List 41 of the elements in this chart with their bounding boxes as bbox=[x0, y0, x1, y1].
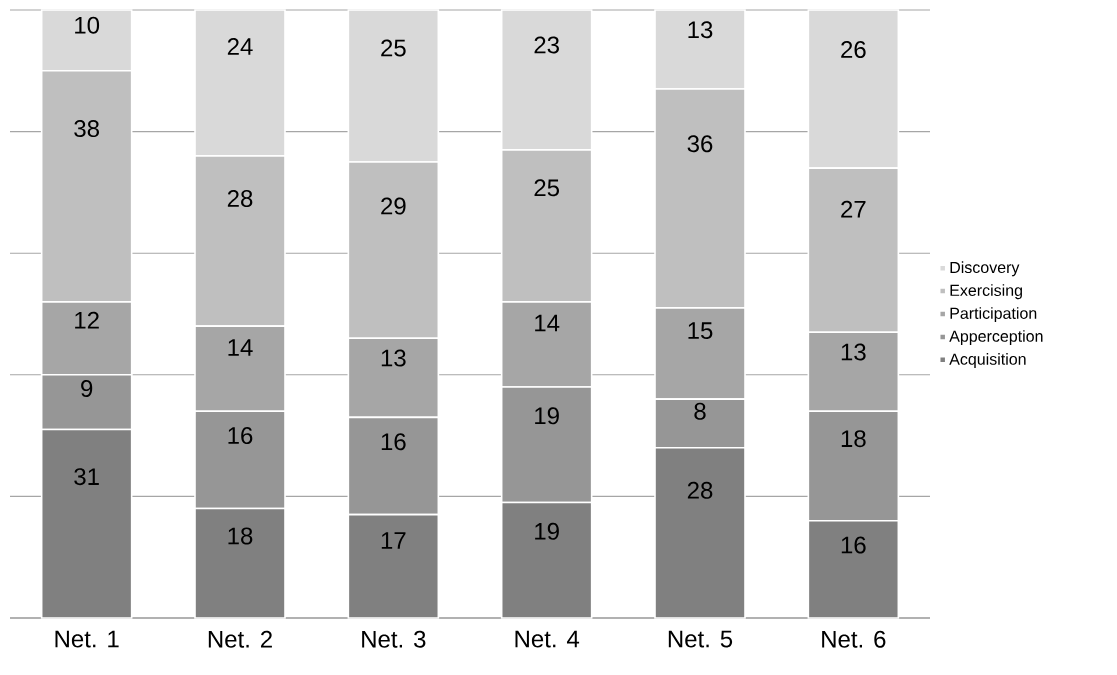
data-label: 15 bbox=[688, 322, 713, 340]
data-label: 23 bbox=[534, 36, 559, 54]
data-label: 14 bbox=[535, 314, 560, 332]
x-tick-label: Net. 3 bbox=[362, 630, 426, 648]
data-label: 27 bbox=[841, 200, 866, 218]
data-label: 26 bbox=[841, 41, 866, 59]
data-label: 36 bbox=[687, 135, 713, 153]
data-label: 38 bbox=[74, 120, 99, 138]
data-label: 10 bbox=[75, 16, 100, 34]
legend-label: Discovery bbox=[950, 261, 1020, 277]
x-tick-label: Net. 2 bbox=[208, 630, 272, 648]
data-label: 31 bbox=[74, 468, 99, 486]
data-label: 29 bbox=[381, 197, 406, 215]
data-label: 16 bbox=[228, 427, 253, 445]
data-label: 12 bbox=[75, 311, 99, 329]
data-label: 14 bbox=[228, 339, 253, 356]
data-label: 16 bbox=[381, 433, 406, 451]
x-tick-label: Net. 1 bbox=[55, 630, 119, 648]
data-label: 8 bbox=[694, 402, 706, 420]
legend-label: Participation bbox=[950, 307, 1037, 323]
data-label: 18 bbox=[228, 527, 253, 545]
data-label: 25 bbox=[534, 179, 560, 197]
data-label: 13 bbox=[381, 349, 406, 367]
legend-label: Apperception bbox=[949, 330, 1043, 346]
data-label: 19 bbox=[535, 522, 559, 540]
legend-label: Exercising bbox=[950, 284, 1022, 300]
data-label: 19 bbox=[535, 407, 559, 425]
data-label: 13 bbox=[688, 21, 713, 39]
data-label: 28 bbox=[227, 189, 253, 207]
data-label: 25 bbox=[381, 39, 406, 57]
data-label: 9 bbox=[81, 379, 93, 397]
data-label: 28 bbox=[687, 481, 713, 499]
data-label: 18 bbox=[841, 430, 866, 448]
data-label: 17 bbox=[381, 532, 406, 549]
data-label: 13 bbox=[841, 343, 866, 361]
data-label: 16 bbox=[841, 536, 866, 554]
legend-label: Acquisition bbox=[949, 353, 1026, 368]
x-tick-label: Net. 4 bbox=[515, 630, 580, 648]
x-tick-label: Net. 5 bbox=[668, 630, 733, 648]
data-label: 24 bbox=[227, 38, 253, 55]
x-tick-label: Net. 6 bbox=[822, 630, 886, 648]
